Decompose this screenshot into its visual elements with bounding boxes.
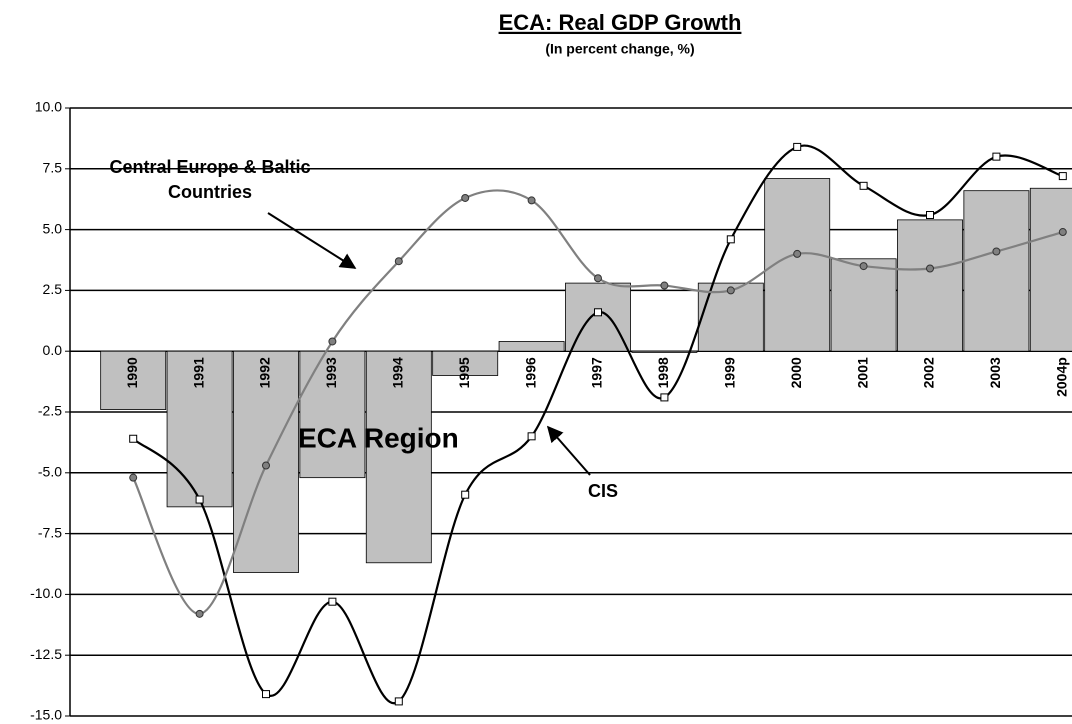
annotation-arrow xyxy=(546,425,591,476)
series-label: CIS xyxy=(588,481,618,501)
marker xyxy=(262,461,270,470)
y-tick-label: 0.0 xyxy=(43,342,63,358)
bar xyxy=(1029,187,1072,352)
marker xyxy=(992,247,1001,256)
marker xyxy=(461,193,470,202)
marker xyxy=(660,393,669,402)
y-tick-label: -7.5 xyxy=(38,524,62,540)
marker xyxy=(394,697,403,706)
marker xyxy=(195,495,204,504)
marker xyxy=(726,286,735,295)
x-tick-label: 1994 xyxy=(390,357,406,388)
marker xyxy=(195,609,204,618)
series-label: ECA Region xyxy=(298,422,459,453)
bar xyxy=(100,350,167,410)
marker xyxy=(992,152,1001,161)
marker xyxy=(859,181,868,190)
marker xyxy=(926,211,934,220)
marker xyxy=(594,308,602,317)
y-tick-label: -12.5 xyxy=(30,646,62,662)
x-tick-label: 1999 xyxy=(722,357,738,388)
bar xyxy=(897,219,963,352)
x-tick-label: 2003 xyxy=(987,357,1003,388)
x-tick-label: 1995 xyxy=(456,357,472,388)
x-tick-label: 1996 xyxy=(522,357,538,388)
x-tick-label: 1997 xyxy=(589,357,605,388)
marker xyxy=(328,337,337,346)
y-tick-label: 7.5 xyxy=(43,160,63,176)
line xyxy=(132,189,1064,615)
marker xyxy=(660,281,669,290)
bar xyxy=(166,350,233,508)
marker xyxy=(129,473,138,482)
y-tick-label: -10.0 xyxy=(30,585,62,601)
x-tick-label: 2001 xyxy=(854,357,870,388)
marker xyxy=(1058,172,1067,181)
marker xyxy=(594,274,602,283)
bar xyxy=(432,350,499,376)
chart-title: ECA: Real GDP Growth xyxy=(499,10,742,35)
series-label: Central Europe & Baltic Countries xyxy=(109,157,311,202)
bar xyxy=(498,341,565,352)
chart-subtitle: (In percent change, %) xyxy=(545,41,694,57)
annotation-box: Central Europe & Baltic Countries xyxy=(109,157,311,202)
y-tick-label: 10.0 xyxy=(35,99,62,115)
marker xyxy=(527,432,536,441)
marker xyxy=(726,235,735,244)
marker xyxy=(793,249,802,258)
y-tick-label: 5.0 xyxy=(43,220,63,236)
marker xyxy=(926,264,934,273)
marker xyxy=(793,142,802,151)
marker xyxy=(859,262,868,271)
y-tick-label: -15.0 xyxy=(30,707,62,723)
x-tick-label: 1990 xyxy=(124,357,140,388)
x-tick-label: 1991 xyxy=(190,357,206,388)
bar xyxy=(830,258,897,352)
annotation-arrow xyxy=(267,212,357,269)
x-tick-label: 2004p xyxy=(1054,357,1070,397)
bar xyxy=(631,350,698,353)
y-tick-label: -5.0 xyxy=(38,464,62,480)
bar xyxy=(365,350,432,564)
x-tick-label: 1998 xyxy=(655,357,671,388)
bar xyxy=(963,190,1030,352)
x-tick-label: 2000 xyxy=(788,357,804,388)
y-tick-label: -2.5 xyxy=(38,403,62,419)
marker xyxy=(129,434,138,443)
y-tick-label: 2.5 xyxy=(43,281,63,297)
marker xyxy=(461,490,470,499)
bar xyxy=(299,350,366,479)
marker xyxy=(328,597,337,606)
marker xyxy=(262,690,270,699)
marker xyxy=(1058,228,1067,237)
marker xyxy=(394,257,403,266)
x-tick-label: 2002 xyxy=(921,357,937,388)
marker xyxy=(527,196,536,205)
x-tick-label: 1993 xyxy=(323,357,339,388)
x-tick-label: 1992 xyxy=(257,357,273,388)
